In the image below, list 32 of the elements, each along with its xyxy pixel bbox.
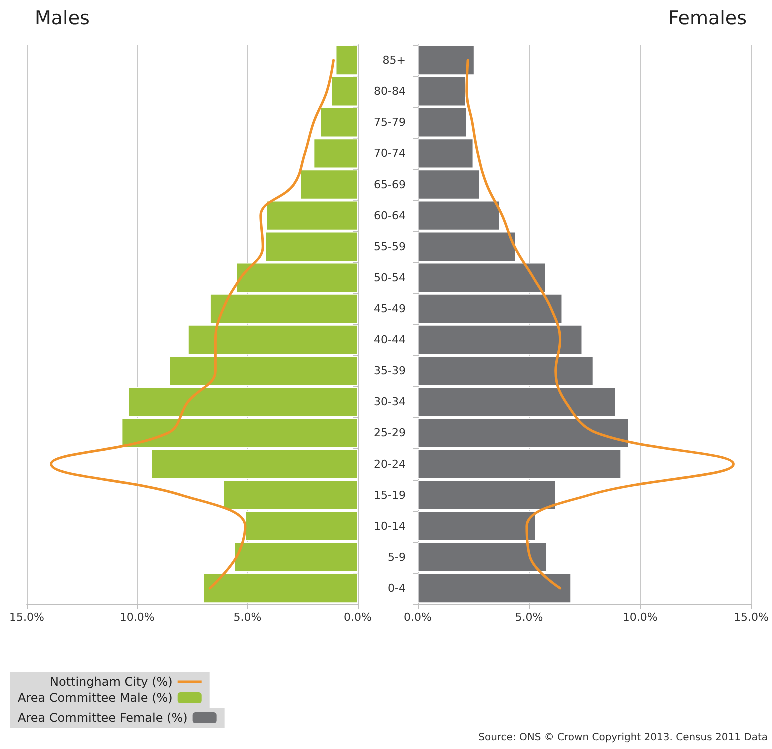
- y-tick-label: 65-69: [374, 178, 406, 192]
- chart-title: Females: [668, 8, 748, 30]
- x-tick-label: 0.0%: [344, 611, 372, 624]
- x-tick-label: 5.0%: [234, 611, 262, 624]
- legend-label: Area Committee Female (%): [18, 711, 188, 725]
- y-tick-label: 40-44: [374, 334, 406, 347]
- chart-title: Males: [35, 8, 90, 30]
- legend-label: Area Committee Male (%): [18, 691, 173, 705]
- y-tick-label: 75-79: [374, 116, 406, 130]
- y-tick-label: 5-9: [388, 550, 406, 564]
- y-tick-label: 10-14: [374, 520, 406, 533]
- x-tick-label: 15.0%: [10, 611, 44, 624]
- y-tick-label: 35-39: [374, 364, 406, 378]
- y-tick-label: 60-64: [374, 209, 406, 222]
- y-tick-label: 15-19: [374, 488, 406, 502]
- x-tick-label: 15.0%: [734, 611, 770, 624]
- y-tick-label: 20-24: [374, 458, 406, 471]
- y-tick-label: 55-59: [374, 240, 406, 254]
- y-tick-label: 70-74: [374, 147, 406, 160]
- x-tick-label: 10.0%: [120, 611, 155, 624]
- y-tick-label: 25-29: [374, 426, 406, 440]
- y-tick-label: 30-34: [374, 396, 406, 409]
- x-tick-label: 5.0%: [515, 611, 544, 624]
- y-tick-label: 85+: [382, 54, 406, 68]
- y-tick-label: 0-4: [388, 582, 406, 595]
- y-tick-label: 50-54: [374, 271, 406, 284]
- y-tick-label: 45-49: [374, 302, 406, 316]
- legend-label: Nottingham City (%): [50, 675, 173, 689]
- x-tick-label: 0.0%: [404, 611, 432, 624]
- y-tick-label: 80-84: [374, 85, 406, 98]
- x-tick-label: 10.0%: [622, 611, 658, 624]
- source-note: Source: ONS © Crown Copyright 2013. Census 2011 Data: [478, 732, 768, 744]
